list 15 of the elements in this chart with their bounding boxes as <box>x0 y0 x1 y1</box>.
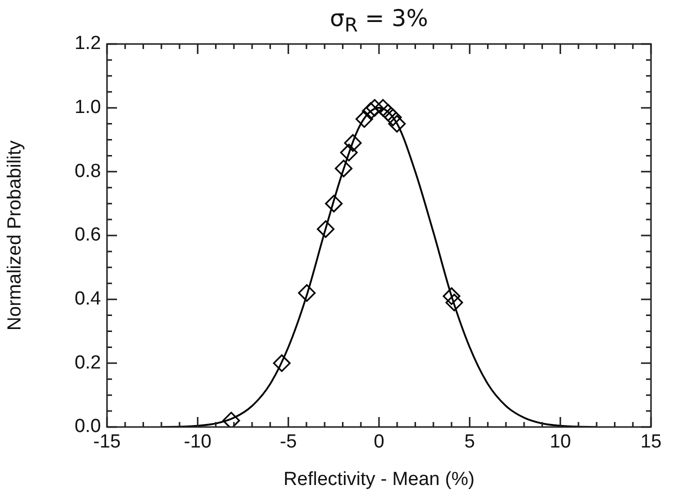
x-tick-label: -5 <box>280 432 297 453</box>
y-tick-label: 1.2 <box>74 33 101 54</box>
x-tick-label: 15 <box>640 432 662 453</box>
chart-title: σ$_{R}$ = 3% <box>328 6 430 37</box>
y-tick-label: 0.4 <box>74 288 102 310</box>
x-tick-label: 10 <box>550 432 571 453</box>
y-tick-label: 0.2 <box>74 352 101 374</box>
y-axis-title: Normalized Probability <box>4 140 26 331</box>
x-axis-title: Reflectivity - Mean (%) <box>283 468 475 490</box>
x-tick-label: 5 <box>464 432 475 453</box>
y-tick-label: 1.0 <box>74 97 101 118</box>
x-tick-label: 0 <box>374 432 384 453</box>
y-tick-label: 0.6 <box>74 224 101 246</box>
x-tick-label: -10 <box>184 432 212 453</box>
y-tick-label: 0.8 <box>74 160 101 182</box>
